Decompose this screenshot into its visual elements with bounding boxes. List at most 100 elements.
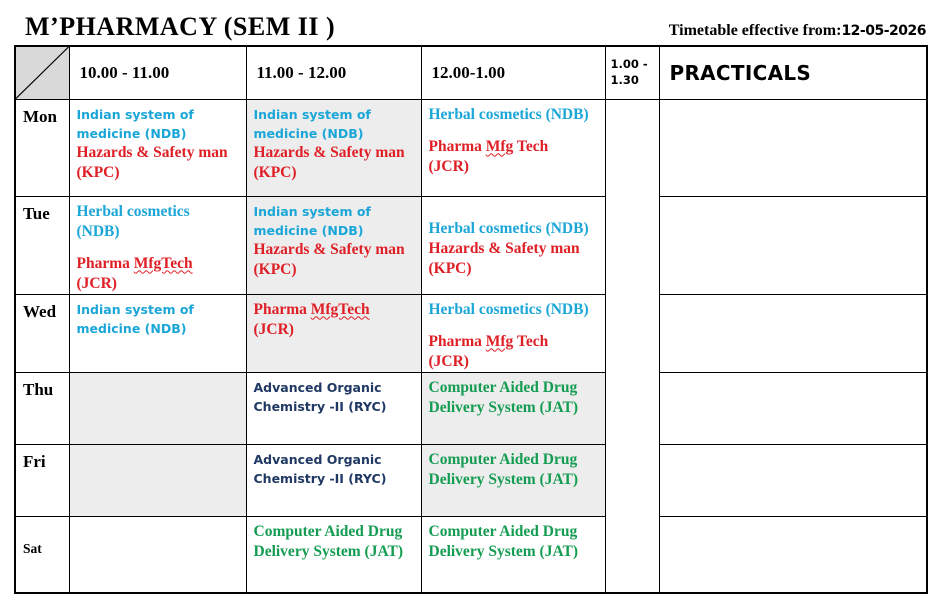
course-text: Herbal cosmetics xyxy=(76,202,190,220)
course-text: Computer Aided Drug xyxy=(428,450,578,468)
timetable-cell: Indian system of medicine (NDB) Hazards & … xyxy=(68,98,247,197)
spellcheck-wavy-text: MfgTech xyxy=(133,254,193,272)
course-text: Pharma xyxy=(76,254,134,272)
header-row: 10.00 - 11.00 11.00 - 12.00 12.00-1.00 1… xyxy=(14,45,928,100)
paragraph-gap xyxy=(429,320,601,332)
course-entry: Hazards & Safety man (KPC) xyxy=(254,143,417,183)
course-entry: Advanced Organic Chemistry -II (RYC) xyxy=(254,378,417,416)
day-label-thu: Thu xyxy=(14,371,70,445)
course-entry: Pharma MfgTech (JCR) xyxy=(77,254,242,294)
course-text: Delivery System (JAT) xyxy=(428,542,579,560)
course-text: Advanced Organic xyxy=(253,451,382,467)
course-text: Indian system of xyxy=(76,301,194,317)
timetable-cell: Herbal cosmetics (NDB) Pharma Mfg Tech (JC… xyxy=(420,293,606,373)
col-header-slot2: 11.00 - 12.00 xyxy=(245,45,422,100)
course-text: Chemistry -II (RYC) xyxy=(253,470,387,486)
col-header-practicals: PRACTICALS xyxy=(658,45,928,100)
course-text: Delivery System (JAT) xyxy=(428,470,579,488)
practicals-cell xyxy=(658,98,928,197)
course-text: Hazards & Safety man xyxy=(253,240,405,258)
day-label-sat: Sat xyxy=(14,515,70,594)
course-text: Indian system of xyxy=(253,203,371,219)
course-text: Computer Aided Drug xyxy=(428,522,578,540)
timetable-cell xyxy=(68,371,247,445)
course-text: medicine (NDB) xyxy=(76,320,187,336)
course-entry: Hazards & Safety man (KPC) xyxy=(429,239,601,279)
timetable-cell: Computer Aided Drug Delivery System (JAT) xyxy=(420,515,606,594)
course-text: Delivery System (JAT) xyxy=(253,542,404,560)
day-label-fri: Fri xyxy=(14,443,70,517)
timetable-cell: Pharma MfgTech (JCR) xyxy=(245,293,422,373)
table-row: Wed Indian system of medicine (NDB) Pharma … xyxy=(14,293,928,373)
course-text: Hazards & Safety man xyxy=(428,239,580,257)
course-text: Indian system of xyxy=(76,106,194,122)
course-text: Computer Aided Drug xyxy=(253,522,403,540)
course-text: Herbal cosmetics (NDB) xyxy=(428,219,589,237)
page-title: M’PHARMACY (SEM II ) xyxy=(25,12,336,41)
day-label-wed: Wed xyxy=(14,293,70,373)
corner-diagonal-cell xyxy=(14,45,70,100)
paragraph-gap xyxy=(77,242,242,254)
timetable: 10.00 - 11.00 11.00 - 12.00 12.00-1.00 1… xyxy=(14,45,928,594)
course-text: Herbal cosmetics (NDB) xyxy=(428,105,589,123)
day-label-tue: Tue xyxy=(14,195,70,295)
course-text: (JCR) xyxy=(428,352,469,370)
col-header-slot1: 10.00 - 11.00 xyxy=(68,45,247,100)
effective-date: 12-05-2026 xyxy=(841,23,926,39)
course-text: Pharma xyxy=(428,137,486,155)
course-text: Advanced Organic xyxy=(253,379,382,395)
table-row: Fri Advanced Organic Chemistry -II (RYC) Co… xyxy=(14,443,928,517)
course-text: (NDB) xyxy=(76,222,120,240)
course-entry: Herbal cosmetics (NDB) xyxy=(429,219,601,239)
lunch-column-cell xyxy=(604,98,660,594)
course-entry: Herbal cosmetics (NDB) xyxy=(429,300,601,320)
course-text: (JCR) xyxy=(253,320,294,338)
table-row: Tue Herbal cosmetics (NDB) Pharma MfgTech (J… xyxy=(14,195,928,295)
course-text: Indian system of xyxy=(253,106,371,122)
practicals-cell xyxy=(658,293,928,373)
practicals-cell xyxy=(658,515,928,594)
course-text: Hazards & Safety man xyxy=(76,143,228,161)
timetable-cell: Indian system of medicine (NDB) xyxy=(68,293,247,373)
course-entry: Computer Aided Drug Delivery System (JAT) xyxy=(429,378,601,418)
course-entry: Indian system of medicine (NDB) xyxy=(77,300,242,338)
timetable-cell: Herbal cosmetics (NDB) Hazards & Safety m… xyxy=(420,195,606,295)
course-entry: Computer Aided Drug Delivery System (JAT) xyxy=(254,522,417,562)
timetable-cell xyxy=(68,515,247,594)
course-entry: Indian system of medicine (NDB) xyxy=(254,202,417,240)
timetable-cell xyxy=(68,443,247,517)
course-text: medicine (NDB) xyxy=(253,222,364,238)
header-bar: M’PHARMACY (SEM II ) Timetable effective… xyxy=(25,4,926,42)
course-entry: Pharma Mfg Tech (JCR) xyxy=(429,137,601,177)
course-entry: Indian system of medicine (NDB) xyxy=(254,105,417,143)
course-entry: Computer Aided Drug Delivery System (JAT) xyxy=(429,522,601,562)
course-text: (JCR) xyxy=(76,274,117,292)
spellcheck-wavy-text: Mfg xyxy=(485,332,514,350)
col-header-slot3: 12.00-1.00 xyxy=(420,45,606,100)
timetable-cell: Computer Aided Drug Delivery System (JAT) xyxy=(420,371,606,445)
course-entry: Pharma MfgTech (JCR) xyxy=(254,300,417,340)
course-text: Pharma xyxy=(428,332,486,350)
timetable-cell: Advanced Organic Chemistry -II (RYC) xyxy=(245,371,422,445)
timetable-cell: Herbal cosmetics (NDB) Pharma Mfg Tech (JC… xyxy=(420,98,606,197)
course-text: Delivery System (JAT) xyxy=(428,398,579,416)
course-text: (KPC) xyxy=(253,163,297,181)
course-text: Hazards & Safety man xyxy=(253,143,405,161)
course-text: (KPC) xyxy=(76,163,120,181)
col-header-lunch: 1.00 - 1.30 xyxy=(604,45,660,100)
course-text: Computer Aided Drug xyxy=(428,378,578,396)
timetable-cell: Advanced Organic Chemistry -II (RYC) xyxy=(245,443,422,517)
course-text: Tech xyxy=(513,332,549,350)
effective-note: Timetable effective from:12-05-2026 xyxy=(668,22,927,42)
timetable-cell: Indian system of medicine (NDB) Hazards & … xyxy=(245,98,422,197)
timetable-cell: Indian system of medicine (NDB) Hazards & … xyxy=(245,195,422,295)
course-entry: Hazards & Safety man (KPC) xyxy=(77,143,242,183)
effective-label: Timetable effective from: xyxy=(668,22,842,39)
course-entry: Herbal cosmetics (NDB) xyxy=(429,105,601,125)
course-entry: Computer Aided Drug Delivery System (JAT) xyxy=(429,450,601,490)
timetable-cell: Computer Aided Drug Delivery System (JAT) xyxy=(420,443,606,517)
course-entry: Advanced Organic Chemistry -II (RYC) xyxy=(254,450,417,488)
day-label-mon: Mon xyxy=(14,98,70,197)
course-text: (KPC) xyxy=(428,259,472,277)
spellcheck-wavy-text: MfgTech xyxy=(310,300,370,318)
